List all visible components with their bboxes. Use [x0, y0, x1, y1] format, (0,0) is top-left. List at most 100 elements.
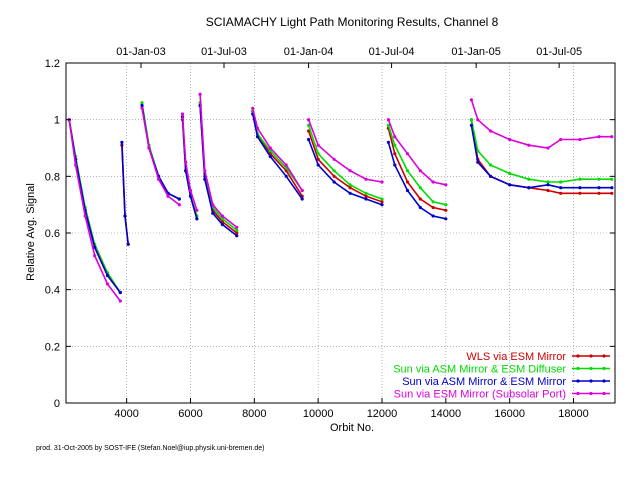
data-point	[527, 186, 531, 190]
series-line	[141, 102, 180, 200]
top-date-label: 01-Jan-05	[451, 46, 501, 58]
series-line	[387, 119, 446, 186]
data-point	[300, 188, 304, 193]
data-point	[118, 299, 122, 303]
data-point	[405, 180, 410, 184]
legend-label: Sun via ESM Mirror (Subsolar Port)	[394, 389, 566, 401]
series-line	[251, 108, 303, 191]
data-point	[105, 273, 110, 278]
data-point	[268, 146, 272, 150]
data-point	[332, 157, 336, 161]
x-axis-label: Orbit No.	[330, 422, 374, 434]
data-point	[431, 180, 435, 184]
data-point	[348, 191, 352, 195]
data-point	[610, 186, 614, 190]
data-point	[386, 118, 390, 122]
x-tick-label: 14000	[431, 408, 462, 420]
data-point	[93, 245, 97, 249]
data-point	[610, 177, 614, 181]
series-2	[67, 101, 614, 295]
data-point	[386, 140, 390, 144]
series-3	[67, 103, 614, 295]
series-line	[68, 119, 121, 293]
series-line	[68, 119, 121, 293]
series-line	[387, 125, 446, 206]
data-point	[476, 149, 480, 153]
data-point	[431, 205, 435, 210]
data-point	[597, 186, 601, 190]
data-point	[184, 160, 188, 164]
y-tick-label: 1	[54, 115, 60, 127]
footer-credit: prod. 31-Oct-2005 by SOST-IFE (Stefan.No…	[36, 445, 265, 452]
data-point	[157, 177, 161, 181]
legend-marker	[589, 391, 593, 396]
data-point	[469, 118, 473, 122]
data-point	[444, 217, 448, 221]
data-point	[597, 191, 601, 195]
data-point	[546, 146, 550, 150]
series-line	[387, 128, 446, 212]
data-point	[147, 146, 151, 150]
top-date-label: 01-Jul-03	[201, 46, 247, 58]
data-point	[348, 183, 352, 187]
y-tick-label: 0.4	[45, 285, 60, 297]
data-point	[83, 214, 87, 218]
series-4	[67, 92, 614, 303]
data-point	[284, 163, 288, 167]
legend-marker	[576, 354, 580, 358]
data-point	[469, 123, 473, 127]
series-line	[251, 111, 303, 197]
data-point	[177, 197, 181, 201]
data-point	[444, 208, 448, 212]
data-point	[332, 169, 336, 173]
data-point	[508, 183, 512, 187]
data-point	[488, 174, 493, 178]
y-axis-label: Relative Avg. Signal	[25, 183, 37, 281]
data-point	[332, 174, 336, 178]
data-point	[220, 222, 224, 227]
data-point	[211, 211, 215, 215]
x-tick-label: 10000	[303, 408, 334, 420]
x-tick-label: 8000	[242, 408, 266, 420]
data-point	[386, 123, 390, 127]
legend-marker	[576, 391, 580, 396]
data-point	[93, 254, 97, 258]
legend-marker	[589, 366, 593, 371]
series-line	[470, 119, 612, 195]
series-line	[141, 108, 180, 206]
data-point	[300, 197, 304, 201]
x-tick-label: 6000	[178, 408, 202, 420]
data-point	[348, 186, 352, 190]
data-point	[508, 137, 512, 142]
data-point	[380, 200, 384, 204]
data-point	[393, 135, 397, 139]
data-point	[316, 152, 320, 156]
legend-marker	[602, 366, 606, 371]
series-line	[307, 125, 383, 200]
data-point	[546, 180, 550, 184]
data-point	[610, 135, 614, 139]
data-point	[316, 143, 320, 147]
data-point	[508, 171, 512, 176]
legend-marker	[589, 379, 593, 383]
series-line	[470, 119, 612, 183]
data-point	[364, 197, 368, 201]
data-point	[307, 123, 311, 127]
series-line	[307, 130, 383, 203]
data-point	[393, 143, 397, 147]
data-point	[220, 217, 224, 221]
data-point	[220, 214, 224, 218]
series-line	[181, 113, 198, 211]
legend-marker	[589, 354, 593, 358]
data-point	[235, 231, 239, 235]
series-line	[68, 119, 121, 293]
data-point	[476, 160, 480, 164]
data-point	[559, 137, 563, 142]
data-point	[307, 129, 311, 133]
data-point	[195, 208, 199, 212]
data-point	[597, 177, 601, 181]
data-point	[255, 135, 260, 139]
data-point	[444, 203, 448, 207]
data-point	[418, 205, 422, 210]
y-tick-label: 0.2	[45, 341, 60, 353]
